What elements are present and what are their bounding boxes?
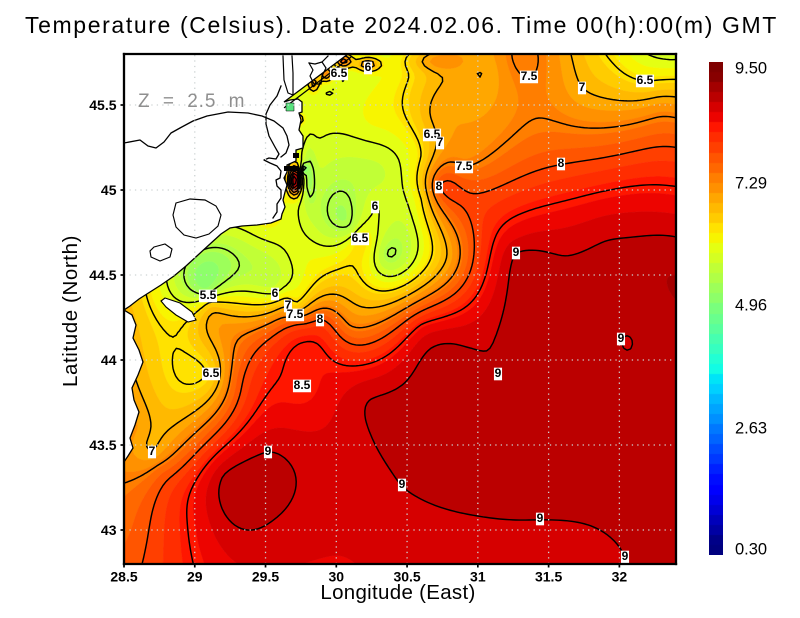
svg-text:43: 43 [101,522,117,538]
svg-text:9: 9 [265,444,272,458]
svg-text:30.5: 30.5 [393,569,420,585]
svg-text:6: 6 [372,199,379,213]
svg-text:9: 9 [399,477,406,491]
svg-text:7.5: 7.5 [456,159,473,173]
svg-text:5.5: 5.5 [200,288,217,302]
svg-text:6.5: 6.5 [203,366,220,380]
svg-text:6.5: 6.5 [352,231,369,245]
svg-text:44: 44 [101,352,117,368]
svg-text:8: 8 [558,156,565,170]
svg-text:7: 7 [285,298,292,312]
svg-text:29.5: 29.5 [252,569,279,585]
svg-text:6.5: 6.5 [637,73,654,87]
svg-text:7.5: 7.5 [287,307,304,321]
svg-text:6: 6 [365,60,372,74]
svg-text:6: 6 [272,286,279,300]
svg-text:43.5: 43.5 [89,437,116,453]
svg-text:9: 9 [537,511,544,525]
svg-text:8: 8 [436,179,443,193]
svg-text:31.5: 31.5 [535,569,562,585]
svg-text:6.5: 6.5 [331,66,348,80]
svg-text:8: 8 [317,312,324,326]
svg-text:7.5: 7.5 [521,69,538,83]
svg-text:29: 29 [187,569,203,585]
svg-text:31: 31 [470,569,486,585]
svg-text:8.5: 8.5 [294,378,311,392]
svg-text:7: 7 [437,135,444,149]
svg-text:44.5: 44.5 [89,267,116,283]
svg-text:9: 9 [495,366,502,380]
svg-text:30: 30 [329,569,345,585]
svg-text:28.5: 28.5 [110,569,137,585]
svg-text:7: 7 [579,80,586,94]
svg-text:7: 7 [149,444,156,458]
svg-text:45.5: 45.5 [89,97,116,113]
svg-text:45: 45 [101,182,117,198]
svg-text:9: 9 [622,549,629,563]
svg-text:32: 32 [612,569,628,585]
svg-text:9: 9 [618,331,625,345]
svg-text:9: 9 [513,245,520,259]
